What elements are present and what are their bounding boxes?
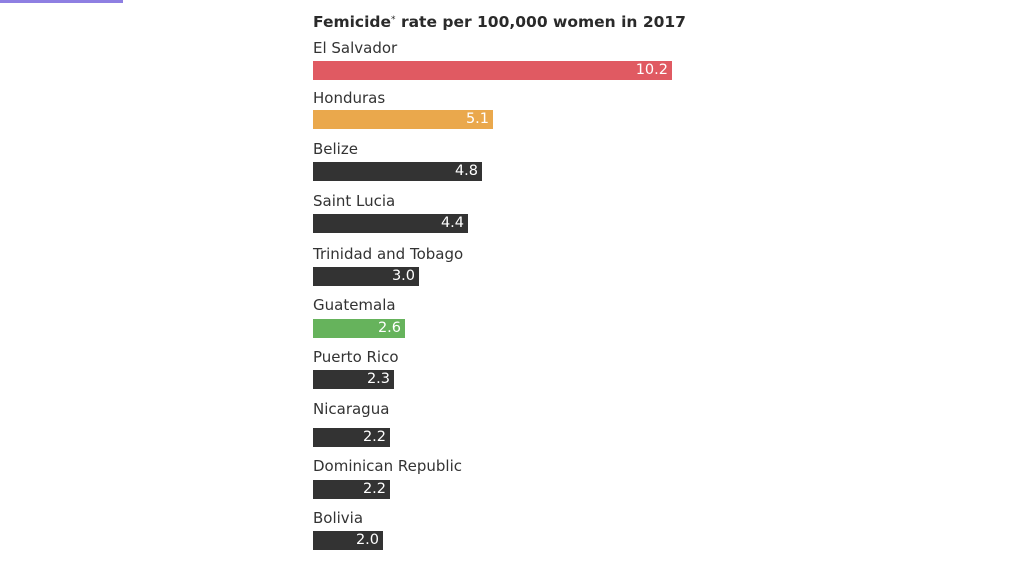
category-label: Puerto Rico [313,348,399,366]
bar: 2.0 [313,531,383,550]
value-label: 2.2 [362,429,386,445]
category-label: Saint Lucia [313,192,396,210]
value-label: 2.3 [366,371,390,387]
value-label: 10.2 [635,62,668,78]
category-label: Dominican Republic [313,457,463,475]
bar: 2.3 [313,370,394,389]
chart-title-main: Femicide [313,13,392,31]
bar: 3.0 [313,267,419,286]
chart-title: Femicide* rate per 100,000 women in 2017 [313,13,686,31]
value-label: 5.1 [465,111,489,127]
category-label: Bolivia [313,509,364,527]
category-label: Belize [313,140,358,158]
chart-title-rest: rate per 100,000 women in 2017 [395,13,686,31]
value-label: 4.8 [454,163,478,179]
bar: 4.8 [313,162,482,181]
value-label: 2.2 [362,481,386,497]
value-label: 2.0 [355,532,379,548]
bar: 2.2 [313,480,390,499]
bar: 2.6 [313,319,405,338]
bar: 5.1 [313,110,493,129]
chart-title-footnote-marker: * [391,15,396,25]
value-label: 4.4 [440,215,464,231]
category-label: Nicaragua [313,400,390,418]
category-label: El Salvador [313,39,398,57]
category-label: Guatemala [313,296,396,314]
bar: 2.2 [313,428,390,447]
top-accent-bar [0,0,123,3]
bar: 10.2 [313,61,672,80]
bar: 4.4 [313,214,468,233]
category-label: Trinidad and Tobago [313,245,464,263]
category-label: Honduras [313,89,386,107]
value-label: 2.6 [377,320,401,336]
value-label: 3.0 [391,268,415,284]
